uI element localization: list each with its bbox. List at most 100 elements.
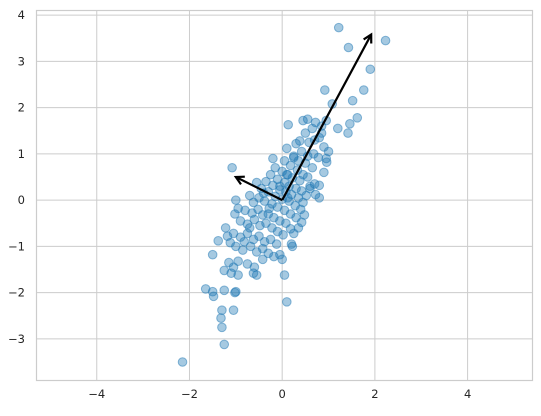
arrow-0 [281, 32, 373, 201]
arrow-shaft [281, 34, 373, 201]
data-point [333, 123, 343, 134]
data-point [254, 231, 264, 241]
data-point [245, 241, 256, 252]
data-point [233, 270, 243, 280]
data-point [296, 217, 307, 228]
data-point [333, 22, 344, 33]
data-point [216, 313, 226, 323]
data-point [282, 143, 292, 154]
y-tick-label: 4 [18, 8, 25, 22]
data-point [208, 291, 219, 302]
data-point [244, 223, 255, 233]
data-point [271, 239, 282, 249]
data-point [217, 305, 227, 316]
y-tick-label: 2 [18, 101, 25, 115]
y-tick-label: 0 [18, 193, 25, 207]
data-point [267, 199, 277, 209]
x-axis-tick-labels: −4 −2 0 2 4 [88, 387, 471, 401]
arrow-head [233, 175, 245, 186]
data-point [305, 183, 315, 194]
data-point [294, 175, 305, 186]
arrow-shaft [235, 176, 283, 202]
data-point [213, 236, 224, 246]
data-point [268, 180, 278, 191]
data-point [248, 268, 259, 279]
data-point [282, 297, 292, 307]
data-point [278, 230, 288, 240]
data-point [217, 322, 227, 333]
data-point [265, 169, 276, 180]
arrow-head [363, 32, 373, 44]
data-point [248, 234, 259, 245]
y-tick-label: 1 [18, 147, 25, 161]
data-point [272, 226, 283, 237]
data-point [307, 123, 318, 134]
x-tick-label: 2 [371, 387, 378, 401]
y-tick-label: 3 [18, 54, 25, 68]
data-point [285, 224, 296, 234]
data-point [268, 153, 278, 164]
data-point [275, 249, 285, 260]
data-point [282, 169, 292, 180]
data-point [275, 181, 285, 192]
y-axis-tick-labels: −3 −2 −1 0 1 2 3 4 [8, 8, 25, 346]
y-tick-label: −1 [8, 239, 25, 253]
data-point [343, 42, 354, 53]
data-point [310, 189, 321, 200]
x-tick-label: 0 [279, 387, 286, 401]
data-point [321, 153, 332, 164]
data-point [220, 223, 231, 233]
data-point [302, 172, 313, 182]
data-point [200, 284, 211, 294]
data-point [228, 305, 239, 316]
data-point [242, 228, 253, 239]
data-point [219, 265, 230, 276]
y-tick-label: −3 [8, 332, 25, 346]
data-point [352, 113, 363, 123]
data-point [237, 245, 248, 255]
data-point [219, 285, 230, 296]
data-point [279, 270, 290, 280]
data-point [230, 287, 240, 298]
data-point [320, 85, 330, 95]
data-point [314, 180, 325, 191]
data-point [240, 205, 250, 216]
data-point [358, 85, 369, 95]
data-point [313, 152, 324, 163]
data-point [233, 203, 243, 214]
data-point [314, 193, 325, 203]
scatter-points [177, 22, 391, 367]
data-point [219, 339, 230, 350]
x-tick-label: −2 [181, 387, 198, 401]
arrow-1 [233, 175, 283, 202]
data-point [277, 254, 287, 265]
data-point [288, 151, 299, 161]
data-point [231, 195, 241, 205]
y-tick-label: −2 [8, 286, 25, 300]
data-point [283, 119, 294, 130]
data-point [249, 214, 260, 225]
data-point [227, 162, 237, 173]
data-point [321, 157, 332, 167]
data-point [343, 128, 353, 138]
data-point [365, 64, 376, 75]
data-point [298, 115, 308, 126]
data-point [300, 128, 311, 138]
data-point [347, 95, 358, 106]
data-point [319, 167, 329, 178]
data-point [226, 268, 236, 279]
data-point [380, 35, 391, 46]
data-point [239, 236, 249, 247]
data-point [291, 138, 301, 149]
data-point [263, 248, 274, 259]
x-tick-label: −4 [88, 387, 105, 401]
data-point [230, 209, 240, 219]
data-point [307, 162, 318, 173]
x-tick-label: 4 [464, 387, 471, 401]
data-point [264, 203, 275, 214]
vector-arrows [233, 32, 373, 202]
data-point [207, 249, 218, 260]
data-point [305, 181, 315, 192]
